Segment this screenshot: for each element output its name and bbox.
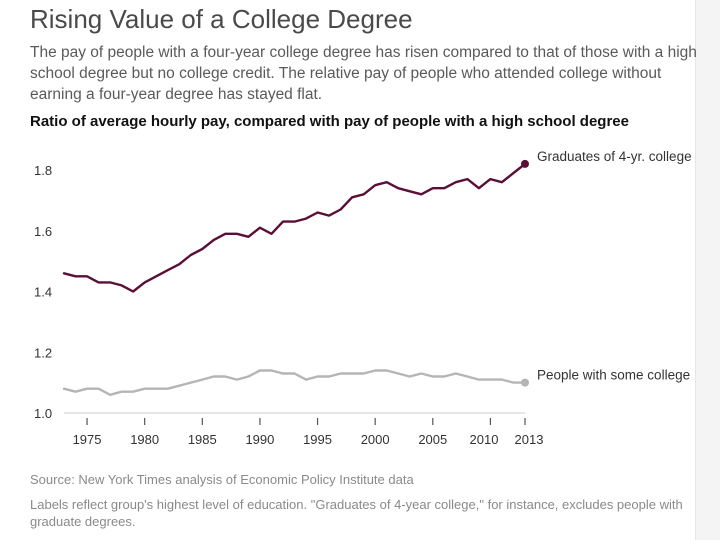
series-line-some_college (62, 369, 527, 396)
x-tick-label: 2005 (418, 432, 447, 447)
series-line-graduates (62, 162, 527, 293)
series-label-graduates: Graduates of 4-yr. college (537, 149, 692, 164)
x-tick-label: 1990 (245, 432, 274, 447)
x-tick-label: 2013 (515, 432, 544, 447)
y-tick-label: 1.2 (34, 345, 52, 360)
series-endpoint-some_college (521, 378, 529, 387)
footnote: Labels reflect group's highest level of … (30, 497, 683, 529)
x-tick-label: 1985 (188, 432, 217, 447)
x-tick-label: 1975 (73, 432, 102, 447)
series-layer: Graduates of 4-yr. college People with so… (62, 149, 692, 396)
y-axis-ticks: 1.0 1.2 1.4 1.6 1.8 (34, 163, 52, 421)
source-note: Source: New York Times analysis of Econo… (30, 472, 414, 487)
y-tick-label: 1.6 (34, 224, 52, 239)
page-subtitle: The pay of people with a four-year colle… (30, 44, 697, 103)
y-tick-label: 1.4 (34, 285, 52, 300)
x-tick-label: 1980 (130, 432, 159, 447)
x-tick-label: 1995 (303, 432, 332, 447)
series-label-some_college: People with some college (537, 368, 690, 383)
series-endpoint-graduates (521, 159, 529, 168)
chart-title: Ratio of average hourly pay, compared wi… (30, 113, 629, 130)
y-tick-label: 1.0 (34, 406, 52, 421)
x-tick-label: 2000 (361, 432, 390, 447)
page-title: Rising Value of a College Degree (30, 4, 413, 34)
window-edge (695, 0, 720, 540)
x-axis-ticks: 1975 1980 1985 1990 1995 2000 2005 2010 2013 (73, 418, 544, 447)
y-tick-label: 1.8 (34, 163, 52, 178)
x-tick-label: 2010 (470, 432, 499, 447)
